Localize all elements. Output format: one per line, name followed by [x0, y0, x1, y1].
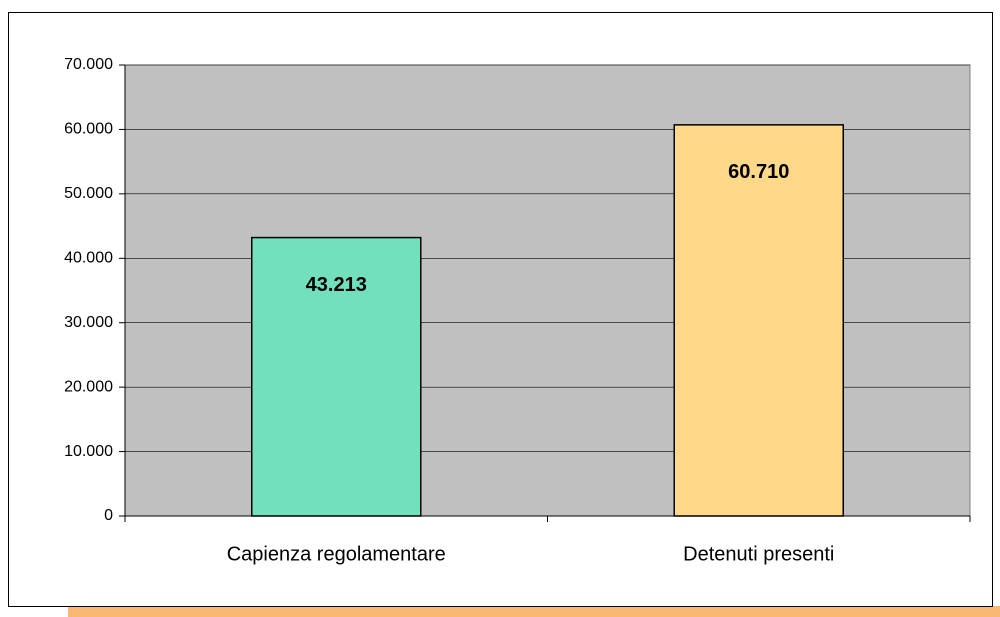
bottom-strip [68, 606, 1000, 617]
bar [251, 236, 422, 517]
y-tick-label: 10.000 [64, 443, 113, 460]
value-label: 60.710 [728, 161, 789, 183]
y-tick-label: 40.000 [64, 250, 113, 267]
bar [673, 124, 844, 517]
x-tick-label: Detenuti presenti [683, 543, 834, 565]
y-tick-label: 50.000 [64, 185, 113, 202]
x-tick-label: Capienza regolamentare [227, 543, 446, 565]
y-tick-label: 0 [104, 507, 113, 524]
y-tick-label: 70.000 [64, 56, 113, 73]
y-tick-label: 30.000 [64, 314, 113, 331]
value-label: 43.213 [306, 274, 367, 296]
y-tick-label: 60.000 [64, 121, 113, 138]
y-tick-label: 20.000 [64, 378, 113, 395]
